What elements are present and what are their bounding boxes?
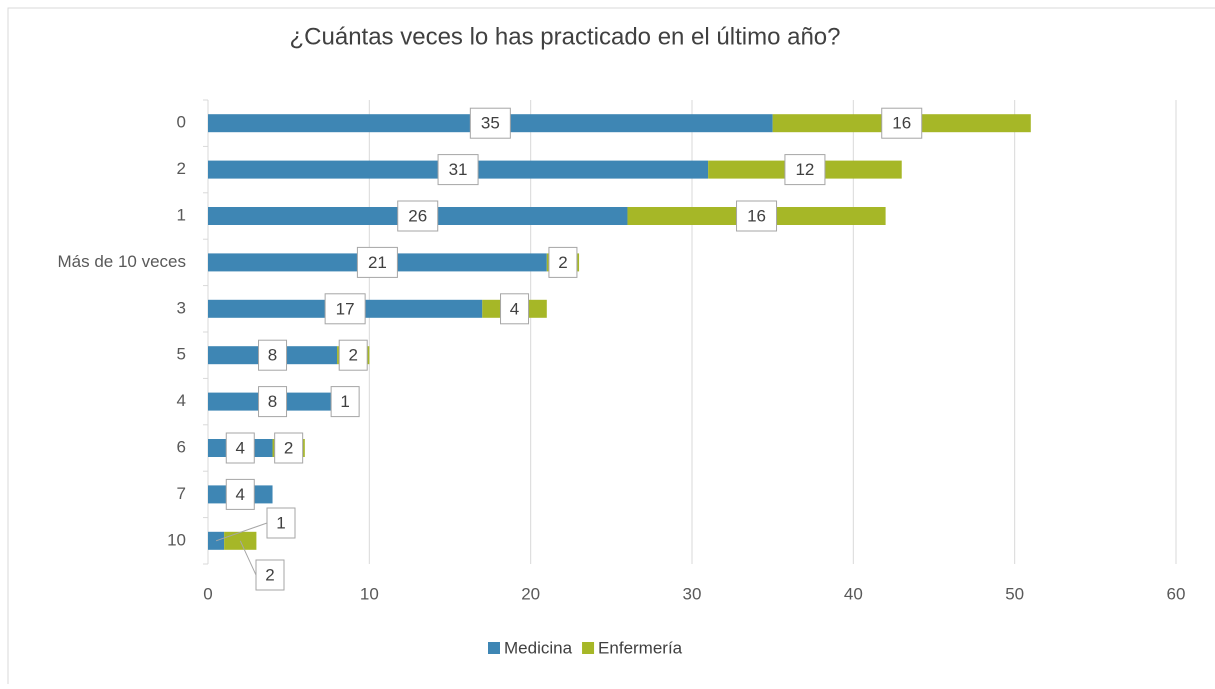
leader-line	[215, 522, 268, 542]
data-label-box	[469, 107, 511, 139]
x-tick-label: 0	[203, 584, 212, 603]
data-label-box	[330, 386, 360, 418]
x-tick-label: 20	[521, 584, 540, 603]
data-label: 2	[558, 253, 567, 272]
y-tick-label: 7	[177, 484, 186, 503]
legend-swatch	[582, 642, 595, 654]
data-label: 1	[276, 513, 285, 532]
data-label-box	[258, 339, 288, 371]
data-label-box	[397, 200, 439, 232]
data-label-box	[338, 339, 368, 371]
y-tick-label: 0	[177, 113, 186, 132]
data-label-box	[266, 507, 296, 539]
data-label: 12	[795, 160, 814, 179]
data-label-box	[784, 154, 826, 186]
data-label: 35	[481, 114, 500, 133]
data-label-box	[548, 246, 578, 278]
data-label-box	[324, 293, 366, 325]
data-label: 16	[892, 114, 911, 133]
y-tick-label: 6	[177, 437, 186, 456]
legend-swatch	[488, 642, 500, 654]
x-tick-label: 60	[1167, 584, 1186, 603]
data-label-box	[881, 107, 923, 139]
data-label-box	[225, 432, 255, 464]
y-tick-label: 2	[177, 159, 186, 178]
chart-border	[7, 7, 1215, 689]
data-label-box	[225, 478, 255, 510]
data-label-box	[258, 386, 288, 418]
y-tick-label: Más de 10 veces	[57, 252, 186, 271]
legend-label: Medicina	[504, 638, 573, 657]
data-label-box	[736, 200, 778, 232]
x-tick-label: 50	[1005, 584, 1024, 603]
data-label: 2	[284, 438, 293, 457]
chart-title: ¿Cuántas veces lo has practicado en el ú…	[290, 23, 841, 50]
data-label: 2	[348, 346, 357, 365]
data-label: 31	[449, 160, 468, 179]
data-label-box	[255, 559, 285, 591]
data-label: 4	[510, 299, 519, 318]
data-label: 16	[747, 206, 766, 225]
data-label-box	[274, 432, 304, 464]
y-tick-label: 4	[177, 391, 186, 410]
data-label: 4	[236, 485, 245, 504]
y-tick-label: 3	[177, 298, 186, 317]
legend-label: Enfermería	[598, 638, 683, 657]
data-label-box	[437, 154, 479, 186]
x-tick-label: 10	[360, 584, 379, 603]
data-label: 21	[368, 253, 387, 272]
leader-line	[239, 540, 257, 576]
data-label: 26	[408, 206, 427, 225]
data-label-box	[356, 246, 398, 278]
y-tick-label: 5	[177, 345, 186, 364]
data-label: 4	[236, 438, 245, 457]
data-label: 2	[265, 565, 274, 584]
y-tick-label: 10	[167, 530, 186, 549]
data-label: 8	[268, 392, 277, 411]
data-label: 17	[336, 299, 355, 318]
y-tick-label: 1	[177, 205, 186, 224]
data-label: 8	[268, 346, 277, 365]
data-label-box	[500, 293, 530, 325]
x-tick-label: 30	[683, 584, 702, 603]
x-tick-label: 40	[844, 584, 863, 603]
data-label: 1	[340, 392, 349, 411]
